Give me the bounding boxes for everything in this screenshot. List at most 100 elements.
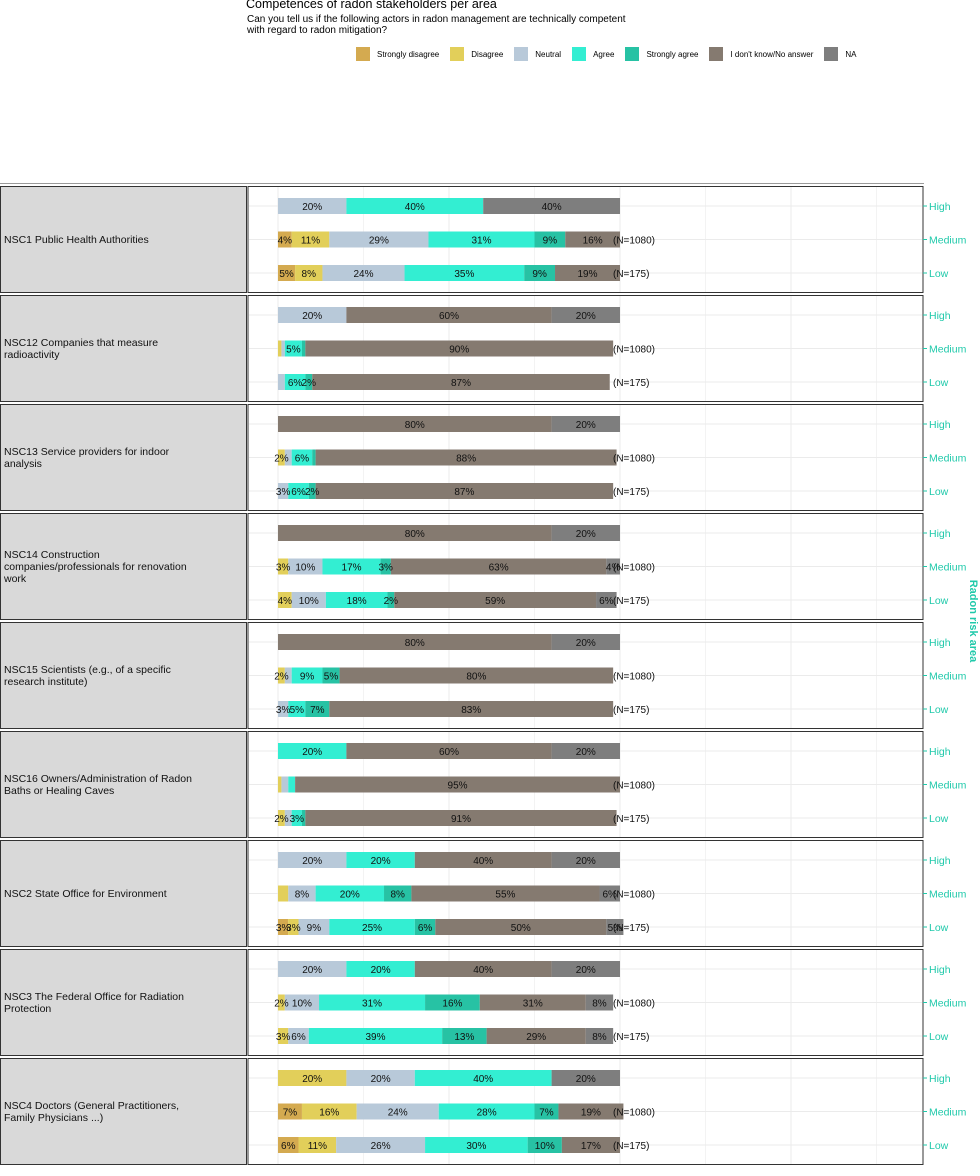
data-label: 31%	[523, 998, 543, 1009]
bar-segment	[551, 416, 620, 432]
data-label: 40%	[473, 1074, 493, 1085]
bar-segment	[278, 525, 552, 541]
data-label: 6%	[599, 596, 614, 607]
facet-label: NSC12 Companies that measure radioactivit…	[4, 337, 158, 361]
bar-segment	[301, 810, 306, 826]
data-label: 29%	[526, 1032, 546, 1043]
bar-segment	[281, 776, 289, 793]
data-label: 6%	[291, 487, 306, 498]
bar-segment	[551, 743, 620, 759]
data-label: 20%	[340, 889, 360, 900]
bar-segment	[404, 265, 525, 281]
data-label: 5%	[324, 671, 339, 682]
data-label: 39%	[365, 1032, 385, 1043]
facet-strip	[0, 295, 247, 402]
data-label: 2%	[274, 814, 289, 825]
legend-swatch	[450, 47, 465, 61]
bar-segment	[585, 994, 614, 1011]
data-label: 3%	[276, 1032, 291, 1043]
data-label: 40%	[473, 965, 493, 976]
data-label: 13%	[454, 1032, 474, 1043]
data-label: 9%	[543, 235, 558, 246]
data-label: 26%	[371, 1141, 391, 1152]
bar-segment	[278, 374, 285, 390]
bar-segment	[284, 667, 292, 684]
data-label: 2%	[274, 671, 289, 682]
sample-size-label: (N=175)	[613, 705, 649, 716]
data-label: 6%	[295, 453, 310, 464]
axis-tick-label: High	[929, 310, 951, 322]
data-label: 7%	[283, 1107, 298, 1118]
data-label: 20%	[371, 1074, 391, 1085]
data-label: 3%	[276, 923, 291, 934]
data-label: 20%	[576, 965, 596, 976]
data-label: 20%	[302, 311, 322, 322]
data-label: 80%	[405, 420, 425, 431]
bar-segment	[278, 634, 552, 650]
bar-segment	[527, 1137, 562, 1153]
bar-segment	[596, 592, 617, 608]
data-label: 20%	[371, 856, 391, 867]
bar-segment	[288, 483, 309, 499]
bar-segment	[291, 449, 313, 466]
axis-tick-label: Medium	[929, 344, 967, 356]
data-label: 11%	[301, 235, 320, 246]
legend-item: NA	[824, 47, 857, 61]
data-label: 8%	[295, 889, 310, 900]
facet-label-line: Baths or Healing Caves	[4, 785, 114, 797]
data-label: 20%	[576, 311, 596, 322]
data-label: 9%	[532, 269, 547, 280]
axis-tick-label: Low	[929, 377, 949, 389]
bar-segment	[305, 701, 330, 717]
facet-strip	[0, 1058, 247, 1165]
data-label: 63%	[489, 562, 509, 573]
sample-size-label: (N=1080)	[613, 453, 655, 464]
bar-segment	[278, 919, 289, 935]
bar-segment	[298, 919, 330, 935]
axis-tick-label: High	[929, 419, 951, 431]
bar-segment	[284, 994, 320, 1011]
data-label: 3%	[276, 487, 291, 498]
bar-segment	[551, 961, 620, 977]
data-label: 6%	[291, 1032, 306, 1043]
facet-label-line: radioactivity	[4, 349, 60, 361]
legend-swatch	[572, 47, 587, 61]
bar-segment	[551, 634, 620, 650]
legend-item: Neutral	[514, 47, 561, 61]
legend-item: I don't know/No answer	[709, 47, 813, 61]
bar-segment	[606, 919, 624, 935]
sample-size-label: (N=175)	[613, 814, 649, 825]
bar-segment	[278, 776, 282, 793]
facet-label: NSC2 State Office for Environment	[4, 888, 167, 900]
bar-segment	[534, 231, 566, 248]
bar-segment	[291, 592, 326, 608]
bar-segment	[356, 1103, 439, 1120]
legend-item: Disagree	[450, 47, 503, 61]
bar-segment	[278, 1028, 289, 1044]
facet-panel: NSC1 Public Health Authorities 20% 40% 40% H…	[0, 186, 967, 293]
data-label: 9%	[300, 671, 315, 682]
bar-segment	[278, 743, 347, 759]
data-label: 3%	[379, 562, 394, 573]
bar-segment	[301, 340, 306, 357]
bar-segment	[291, 667, 323, 684]
facet-panel: NSC4 Doctors (General Practitioners, Fami…	[0, 1058, 967, 1165]
bar-segment	[555, 265, 620, 281]
sample-size-label: (N=1080)	[613, 344, 655, 355]
facet-panel: NSC14 Construction companies/professional…	[0, 513, 967, 620]
facet-label: NSC15 Scientists (e.g., of a specific res…	[4, 664, 171, 688]
bar-segment	[278, 265, 296, 281]
data-label: 4%	[278, 596, 293, 607]
bar-segment	[278, 307, 347, 323]
facet-label-line: analysis	[4, 458, 42, 470]
axis-tick-label: High	[929, 201, 951, 213]
bar-segment	[565, 231, 620, 248]
bar-segment	[428, 231, 535, 248]
legend-item: Strongly agree	[625, 47, 698, 61]
bar-segment	[339, 667, 614, 684]
bar-segment	[288, 558, 323, 575]
bar-segment	[284, 374, 306, 390]
bar-segment	[278, 961, 347, 977]
bar-segment	[329, 701, 614, 717]
data-label: 24%	[388, 1107, 408, 1118]
